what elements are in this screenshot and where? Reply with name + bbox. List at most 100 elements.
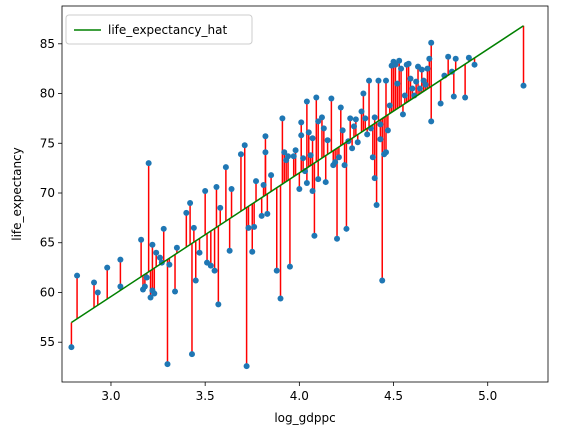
data-point <box>68 344 75 351</box>
data-point <box>285 153 292 160</box>
y-tick-label: 80 <box>40 87 55 101</box>
legend-label: life_expectancy_hat <box>108 23 227 37</box>
data-point <box>394 80 401 87</box>
data-point <box>426 55 433 62</box>
data-point <box>117 256 124 263</box>
y-tick-label: 70 <box>40 186 55 200</box>
data-point <box>156 254 163 261</box>
data-point <box>396 57 403 64</box>
data-point <box>437 100 444 107</box>
data-point <box>117 283 124 290</box>
data-point <box>358 108 365 115</box>
data-point <box>237 151 244 158</box>
data-point <box>371 175 378 182</box>
data-point <box>190 224 197 231</box>
fit-line <box>71 25 524 324</box>
data-point <box>337 104 344 111</box>
data-point <box>369 154 376 161</box>
data-point <box>322 179 329 186</box>
data-point <box>375 77 382 84</box>
data-point <box>173 244 180 251</box>
data-point <box>303 180 310 187</box>
data-point <box>262 133 269 140</box>
data-point <box>465 54 472 61</box>
y-tick-label: 55 <box>40 335 55 349</box>
x-tick-label: 4.0 <box>290 389 309 403</box>
data-point <box>318 114 325 121</box>
data-point <box>450 93 457 100</box>
x-tick-label: 3.0 <box>101 389 120 403</box>
x-axis-title: log_gdppc <box>274 411 335 425</box>
data-point <box>211 267 218 274</box>
y-axis: 55 60 65 70 75 80 85 <box>40 37 62 349</box>
data-point <box>258 212 265 219</box>
y-tick-label: 75 <box>40 136 55 150</box>
data-point <box>268 172 275 179</box>
data-point <box>384 127 391 134</box>
data-point <box>245 224 252 231</box>
data-point <box>347 115 354 122</box>
data-point <box>222 164 229 171</box>
x-tick-label: 3.5 <box>196 389 215 403</box>
data-point <box>149 241 156 248</box>
data-point <box>141 283 148 290</box>
data-point <box>279 115 286 122</box>
data-point <box>349 145 356 152</box>
plot-frame <box>61 5 549 383</box>
data-point <box>91 279 98 286</box>
data-point <box>241 142 248 149</box>
data-point <box>352 116 359 123</box>
data-point <box>147 294 154 301</box>
fit-line-layer <box>71 25 524 324</box>
data-point <box>215 301 222 308</box>
data-point <box>371 114 378 121</box>
data-point <box>145 160 152 167</box>
data-point <box>362 115 369 122</box>
data-point <box>253 178 260 185</box>
data-point <box>377 121 384 128</box>
data-point <box>264 210 271 217</box>
y-tick-label: 65 <box>40 236 55 250</box>
data-point <box>320 125 327 132</box>
data-point <box>281 149 288 156</box>
data-point <box>196 249 203 256</box>
y-axis-title: life_expectancy <box>10 147 24 241</box>
data-point <box>313 94 320 101</box>
data-point <box>383 149 389 156</box>
data-point <box>386 102 393 109</box>
data-point <box>324 137 331 144</box>
data-point <box>399 111 406 118</box>
data-point <box>520 82 527 89</box>
data-point <box>172 288 179 295</box>
data-point <box>377 136 384 143</box>
data-point <box>309 135 316 142</box>
data-point <box>452 55 459 62</box>
data-point <box>428 118 435 125</box>
legend: life_expectancy_hat <box>65 14 253 45</box>
data-point <box>298 132 305 139</box>
data-point <box>309 188 316 195</box>
data-point <box>277 295 284 302</box>
plot-area <box>62 6 548 382</box>
data-point <box>202 188 209 195</box>
data-point <box>292 147 299 154</box>
data-point <box>428 39 435 46</box>
y-tick-label: 85 <box>40 37 55 51</box>
data-point <box>187 199 194 206</box>
y-tick-label: 60 <box>40 285 55 299</box>
data-point <box>311 232 318 239</box>
data-point <box>471 61 478 68</box>
data-point <box>335 154 342 161</box>
x-tick-label: 4.5 <box>384 389 403 403</box>
data-point <box>422 81 429 88</box>
data-point <box>249 248 256 255</box>
data-point <box>398 65 405 72</box>
data-point <box>383 77 389 84</box>
data-point <box>138 236 145 243</box>
data-point <box>192 277 199 284</box>
data-point <box>303 98 310 105</box>
data-point <box>104 264 111 271</box>
data-point <box>379 277 386 284</box>
data-point <box>343 225 350 232</box>
